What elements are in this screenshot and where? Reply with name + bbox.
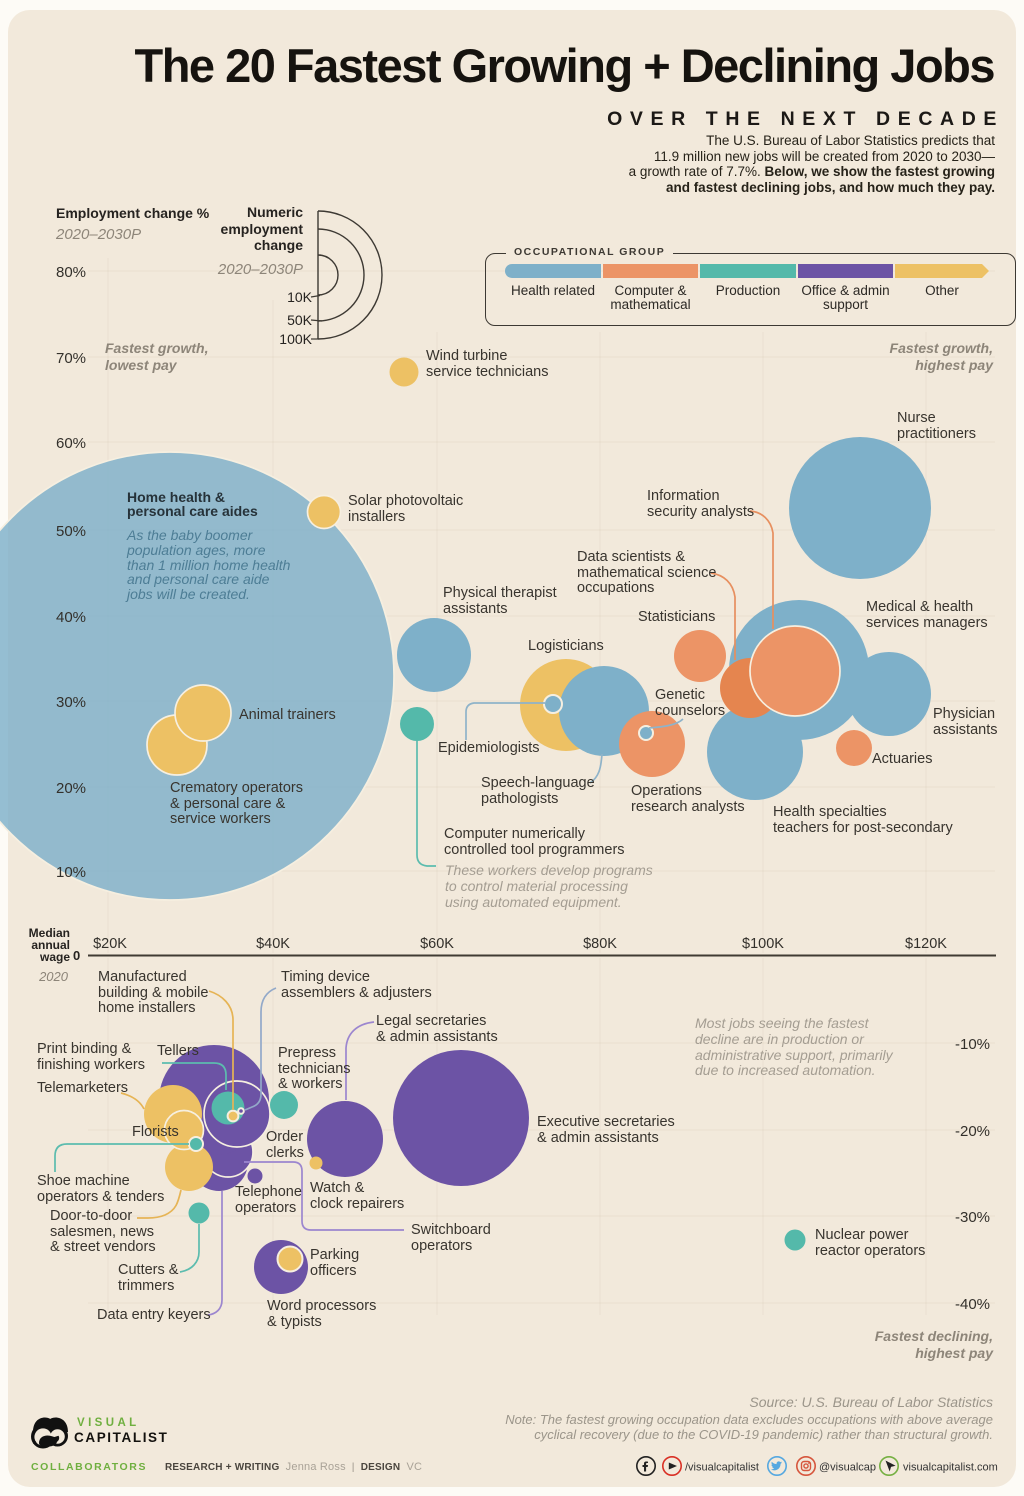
svg-text:/visualcapitalist: /visualcapitalist [685, 1462, 759, 1474]
svg-text:visualcapitalist.com: visualcapitalist.com [903, 1462, 998, 1474]
svg-text:@visualcap: @visualcap [819, 1462, 876, 1474]
